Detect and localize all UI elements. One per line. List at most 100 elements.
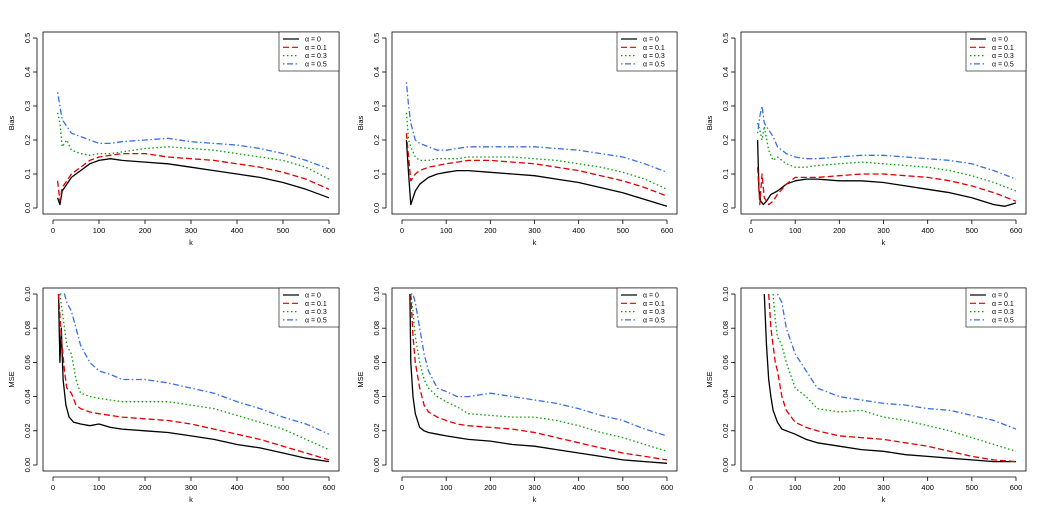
x-tick-label: 500: [617, 226, 630, 235]
x-tick-label: 100: [789, 483, 802, 492]
legend-label: α = 0: [992, 37, 1008, 44]
y-tick-label: 0.02: [23, 423, 32, 438]
y-tick-label: 0.04: [372, 389, 381, 404]
y-axis: 0.0 0.1 0.2 0.3 0.4 0.5 Bias: [7, 33, 38, 213]
legend-label: α = 0.1: [992, 301, 1014, 308]
x-tick-label: 0: [51, 483, 55, 492]
legend-label: α = 0.3: [305, 53, 327, 60]
x-tick-label: 500: [277, 226, 290, 235]
y-tick-label: 0.5: [23, 33, 32, 43]
x-tick-label: 100: [93, 226, 106, 235]
series-line-3: [776, 293, 1017, 430]
y-tick-label: 0.08: [721, 321, 730, 336]
x-axis: 0 100 200 300 400 500 600 k: [400, 476, 673, 504]
x-axis: 0 100 200 300 400 500 600 k: [749, 476, 1022, 504]
series-line-1: [410, 293, 668, 461]
legend: α = 0α = 0.1α = 0.3 α = 0.5: [616, 31, 678, 72]
y-tick-label: 0.5: [372, 33, 381, 43]
y-tick-label: 0.02: [372, 423, 381, 438]
x-tick-label: 400: [231, 483, 244, 492]
x-tick-label: 300: [185, 483, 198, 492]
y-tick-label: 0.4: [721, 67, 730, 77]
chart-panel-mse-2: 0 100 200 300 400 500 600 k 0.00 0.02 0.04 0.06 0.08…: [356, 287, 678, 504]
series-line-3: [410, 293, 668, 437]
legend: α = 0α = 0.1α = 0.3 α = 0.5: [965, 287, 1027, 328]
series-lines: [57, 293, 330, 463]
y-tick-label: 0.3: [372, 101, 381, 111]
series-line-2: [59, 293, 330, 451]
x-tick-label: 100: [440, 226, 453, 235]
y-tick-label: 0.3: [721, 101, 730, 111]
x-axis: 0 100 200 300 400 500 600 k: [400, 219, 673, 247]
legend-label: α = 0.5: [643, 318, 665, 325]
series-lines: [763, 293, 1017, 463]
legend: α = 0α = 0.1α = 0.3 α = 0.5: [616, 287, 678, 328]
x-tick-label: 0: [749, 483, 753, 492]
y-tick-label: 0.10: [372, 287, 381, 302]
x-tick-label: 500: [966, 483, 979, 492]
x-tick-label: 400: [921, 483, 934, 492]
y-axis-label: MSE: [356, 371, 365, 387]
legend-label: α = 0: [305, 293, 321, 300]
x-tick-label: 600: [323, 483, 336, 492]
legend-label: α = 0.5: [992, 62, 1014, 69]
y-tick-label: 0.4: [23, 67, 32, 77]
y-axis-label: MSE: [7, 371, 16, 387]
x-tick-label: 300: [877, 226, 890, 235]
y-tick-label: 0.2: [372, 135, 381, 145]
x-tick-label: 500: [966, 226, 979, 235]
x-axis-label: k: [882, 495, 886, 504]
chart-panel-bias-3: 0 100 200 300 400 500 600 k 0.0 0.1 0.2 0.3 0.4 0.5 Bi…: [705, 31, 1027, 247]
x-tick-label: 0: [749, 226, 753, 235]
legend-label: α = 0.1: [643, 301, 665, 308]
legend: α = 0α = 0.1α = 0.3 α = 0.5: [278, 31, 340, 72]
x-axis-label: k: [882, 238, 886, 247]
x-tick-label: 400: [572, 483, 585, 492]
legend-label: α = 0: [305, 37, 321, 44]
y-tick-label: 0.1: [372, 169, 381, 179]
legend-label: α = 0: [643, 293, 659, 300]
y-tick-label: 0.08: [372, 321, 381, 336]
y-tick-label: 0.06: [721, 355, 730, 370]
series-line-1: [756, 167, 1017, 206]
plot-frame: [42, 31, 340, 215]
y-tick-label: 0.00: [721, 458, 730, 473]
x-tick-label: 0: [400, 483, 404, 492]
y-tick-label: 0.04: [23, 389, 32, 404]
y-tick-label: 0.2: [721, 135, 730, 145]
x-tick-label: 100: [789, 226, 802, 235]
legend: α = 0α = 0.1α = 0.3 α = 0.5: [278, 287, 340, 328]
legend-label: α = 0: [992, 293, 1008, 300]
legend-label: α = 0.1: [992, 45, 1014, 52]
y-tick-label: 0.08: [23, 321, 32, 336]
x-axis-label: k: [189, 238, 193, 247]
y-tick-label: 0.4: [372, 67, 381, 77]
x-tick-label: 300: [185, 226, 198, 235]
plot-frame: [740, 31, 1027, 215]
series-line-0: [405, 139, 668, 207]
y-tick-label: 0.10: [23, 287, 32, 302]
y-tick-label: 0.3: [23, 101, 32, 111]
legend-label: α = 0.5: [643, 62, 665, 69]
legend-label: α = 0.3: [643, 309, 665, 316]
y-axis-label: MSE: [705, 371, 714, 387]
x-tick-label: 600: [323, 226, 336, 235]
x-tick-label: 0: [400, 226, 404, 235]
y-tick-label: 0.02: [721, 423, 730, 438]
legend-label: α = 0.1: [305, 45, 327, 52]
series-line-3: [59, 293, 330, 435]
y-tick-label: 0.1: [721, 169, 730, 179]
series-lines: [409, 293, 668, 464]
x-tick-label: 400: [921, 226, 934, 235]
x-tick-label: 500: [277, 483, 290, 492]
y-axis: 0.00 0.02 0.04 0.06 0.08 0.10 MSE: [705, 287, 736, 473]
y-tick-label: 0.00: [23, 458, 32, 473]
series-line-1: [57, 293, 330, 461]
x-tick-label: 100: [93, 483, 106, 492]
y-tick-label: 0.06: [372, 355, 381, 370]
y-tick-label: 0.1: [23, 169, 32, 179]
series-lines: [405, 82, 668, 207]
y-axis-label: Bias: [7, 115, 16, 130]
x-axis: 0 100 200 300 400 500 600 k: [51, 219, 336, 247]
